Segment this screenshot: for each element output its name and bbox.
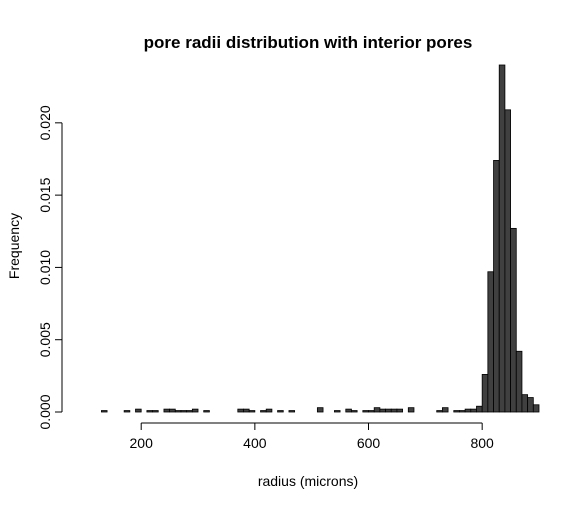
histogram-bar xyxy=(441,407,449,413)
histogram-bar xyxy=(368,410,375,413)
histogram-bar xyxy=(180,410,188,413)
histogram-bar xyxy=(351,410,358,413)
y-axis: 0.000 0.005 0.010 0.015 0.020 xyxy=(37,105,63,430)
histogram-bar xyxy=(498,64,506,413)
histogram-bar xyxy=(191,408,199,413)
histogram-bar xyxy=(407,407,415,413)
histogram-bar xyxy=(362,410,369,413)
histogram-bar xyxy=(135,408,142,413)
histogram-bar xyxy=(396,408,404,413)
histogram-bar xyxy=(470,408,477,413)
histogram-bar xyxy=(390,408,398,413)
histogram-bar xyxy=(521,394,529,413)
y-tick-label: 0.015 xyxy=(37,177,53,212)
x-axis: 200 400 600 800 xyxy=(130,422,494,451)
histogram-bar xyxy=(459,410,466,413)
histogram-bar xyxy=(436,410,443,413)
histogram-bar xyxy=(515,350,523,413)
histogram-bar xyxy=(464,408,472,413)
histogram-bar xyxy=(101,410,108,413)
histogram-bar xyxy=(373,407,381,413)
y-axis-label: Frequency xyxy=(6,213,22,279)
histogram-bar xyxy=(487,271,494,413)
x-axis-label: radius (microns) xyxy=(258,473,358,489)
chart-title: pore radii distribution with interior po… xyxy=(144,33,473,52)
histogram-bar xyxy=(345,408,352,413)
histogram-bar xyxy=(174,410,182,413)
y-tick-label: 0.000 xyxy=(37,394,53,429)
histogram-bar xyxy=(123,410,131,413)
histogram-bar xyxy=(248,410,256,413)
histogram-bar xyxy=(527,397,534,413)
histogram-bar xyxy=(453,410,460,413)
histogram-bar xyxy=(152,410,159,413)
histogram-bar xyxy=(169,408,176,413)
bars-group xyxy=(101,64,540,413)
y-tick-label: 0.020 xyxy=(37,105,53,140)
x-tick-label: 600 xyxy=(357,435,381,451)
y-tick-label: 0.010 xyxy=(37,250,53,285)
histogram-bar xyxy=(277,410,284,413)
histogram-bar xyxy=(481,374,489,413)
histogram-bar xyxy=(186,410,193,413)
histogram-bar xyxy=(265,408,273,413)
histogram-bar xyxy=(243,408,250,413)
histogram-bar xyxy=(532,404,540,413)
y-tick-label: 0.005 xyxy=(37,322,53,357)
histogram-bar xyxy=(237,408,244,413)
histogram-bar xyxy=(510,227,517,413)
histogram-bar xyxy=(203,410,210,413)
histogram-bar xyxy=(146,410,153,413)
x-tick-label: 400 xyxy=(243,435,267,451)
histogram-bar xyxy=(493,160,500,413)
histogram-bar xyxy=(504,109,511,413)
x-tick-label: 200 xyxy=(130,435,154,451)
histogram-bar xyxy=(163,408,171,413)
histogram-bar xyxy=(288,410,296,413)
histogram-bar xyxy=(260,410,267,413)
histogram-bar xyxy=(476,405,483,413)
x-tick-label: 800 xyxy=(470,435,494,451)
histogram-bar xyxy=(334,410,341,413)
histogram-bar xyxy=(385,408,392,413)
histogram-bar xyxy=(379,408,386,413)
histogram-bar xyxy=(316,407,324,413)
